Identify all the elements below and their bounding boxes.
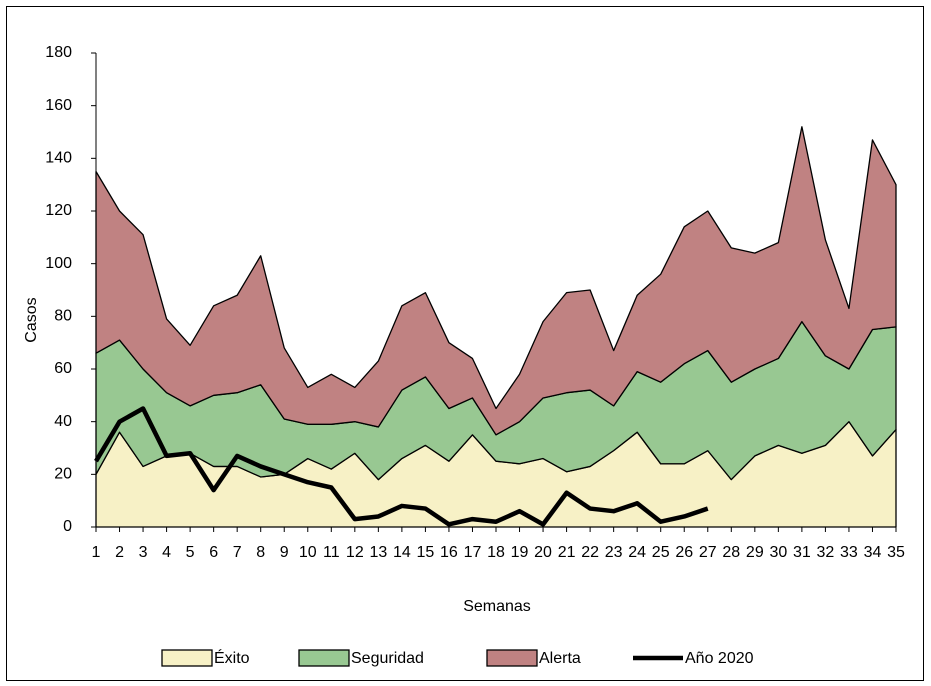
x-tick-label: 7 [233, 544, 242, 561]
x-tick-label: 9 [280, 544, 289, 561]
x-tick-label: 33 [840, 544, 858, 561]
x-tick-label: 22 [581, 544, 599, 561]
x-tick-label: 25 [652, 544, 670, 561]
x-tick-label: 1 [92, 544, 101, 561]
y-tick-label: 100 [45, 255, 72, 272]
x-tick-label: 31 [793, 544, 811, 561]
x-tick-label: 30 [769, 544, 787, 561]
y-tick-label: 60 [54, 360, 72, 377]
x-axis-title: Semanas [463, 598, 531, 615]
legend-label: Seguridad [351, 650, 424, 667]
x-tick-label: 18 [487, 544, 505, 561]
x-tick-label: 32 [817, 544, 835, 561]
x-tick-label: 34 [864, 544, 882, 561]
y-tick-label: 120 [45, 202, 72, 219]
x-tick-label: 16 [440, 544, 458, 561]
area [95, 126, 897, 436]
x-tick-label: 10 [299, 544, 317, 561]
x-tick-label: 29 [746, 544, 764, 561]
x-tick-label: 27 [699, 544, 717, 561]
y-tick-label: 20 [54, 466, 72, 483]
x-tick-label: 12 [346, 544, 364, 561]
legend-label: Alerta [539, 650, 581, 667]
legend-swatch [298, 649, 350, 667]
legend-swatch [161, 649, 213, 667]
x-tick-label: 23 [605, 544, 623, 561]
x-tick-label: 26 [675, 544, 693, 561]
x-tick-label: 4 [162, 544, 171, 561]
x-tick-label: 28 [722, 544, 740, 561]
y-tick-label: 40 [54, 413, 72, 430]
x-tick-label: 2 [115, 544, 124, 561]
x-tick-label: 35 [887, 544, 905, 561]
x-tick-label: 6 [209, 544, 218, 561]
x-tick-label: 14 [393, 544, 411, 561]
y-tick-label: 0 [63, 518, 72, 535]
x-tick-label: 15 [417, 544, 435, 561]
legend-label: Éxito [214, 648, 250, 667]
x-tick-label: 11 [323, 544, 340, 561]
y-axis-title: Casos [23, 297, 40, 342]
x-tick-label: 8 [256, 544, 265, 561]
x-tick-label: 3 [139, 544, 148, 561]
x-tick-label: 17 [464, 544, 482, 561]
x-tick-label: 21 [558, 544, 576, 561]
x-tick-label: 24 [628, 544, 646, 561]
x-tick-label: 19 [511, 544, 529, 561]
x-tick-label: 5 [186, 544, 195, 561]
x-tick-label: 20 [534, 544, 552, 561]
legend-label: Año 2020 [685, 650, 754, 667]
y-tick-label: 140 [45, 150, 72, 167]
legend-swatch [486, 649, 538, 667]
legend: Éxito Seguridad Alerta Año 2020 [161, 648, 754, 667]
y-tick-label: 160 [45, 97, 72, 114]
line [94, 406, 709, 527]
y-tick-label: 80 [54, 308, 72, 325]
x-tick-label: 13 [369, 544, 387, 561]
y-tick-label: 180 [45, 44, 72, 61]
